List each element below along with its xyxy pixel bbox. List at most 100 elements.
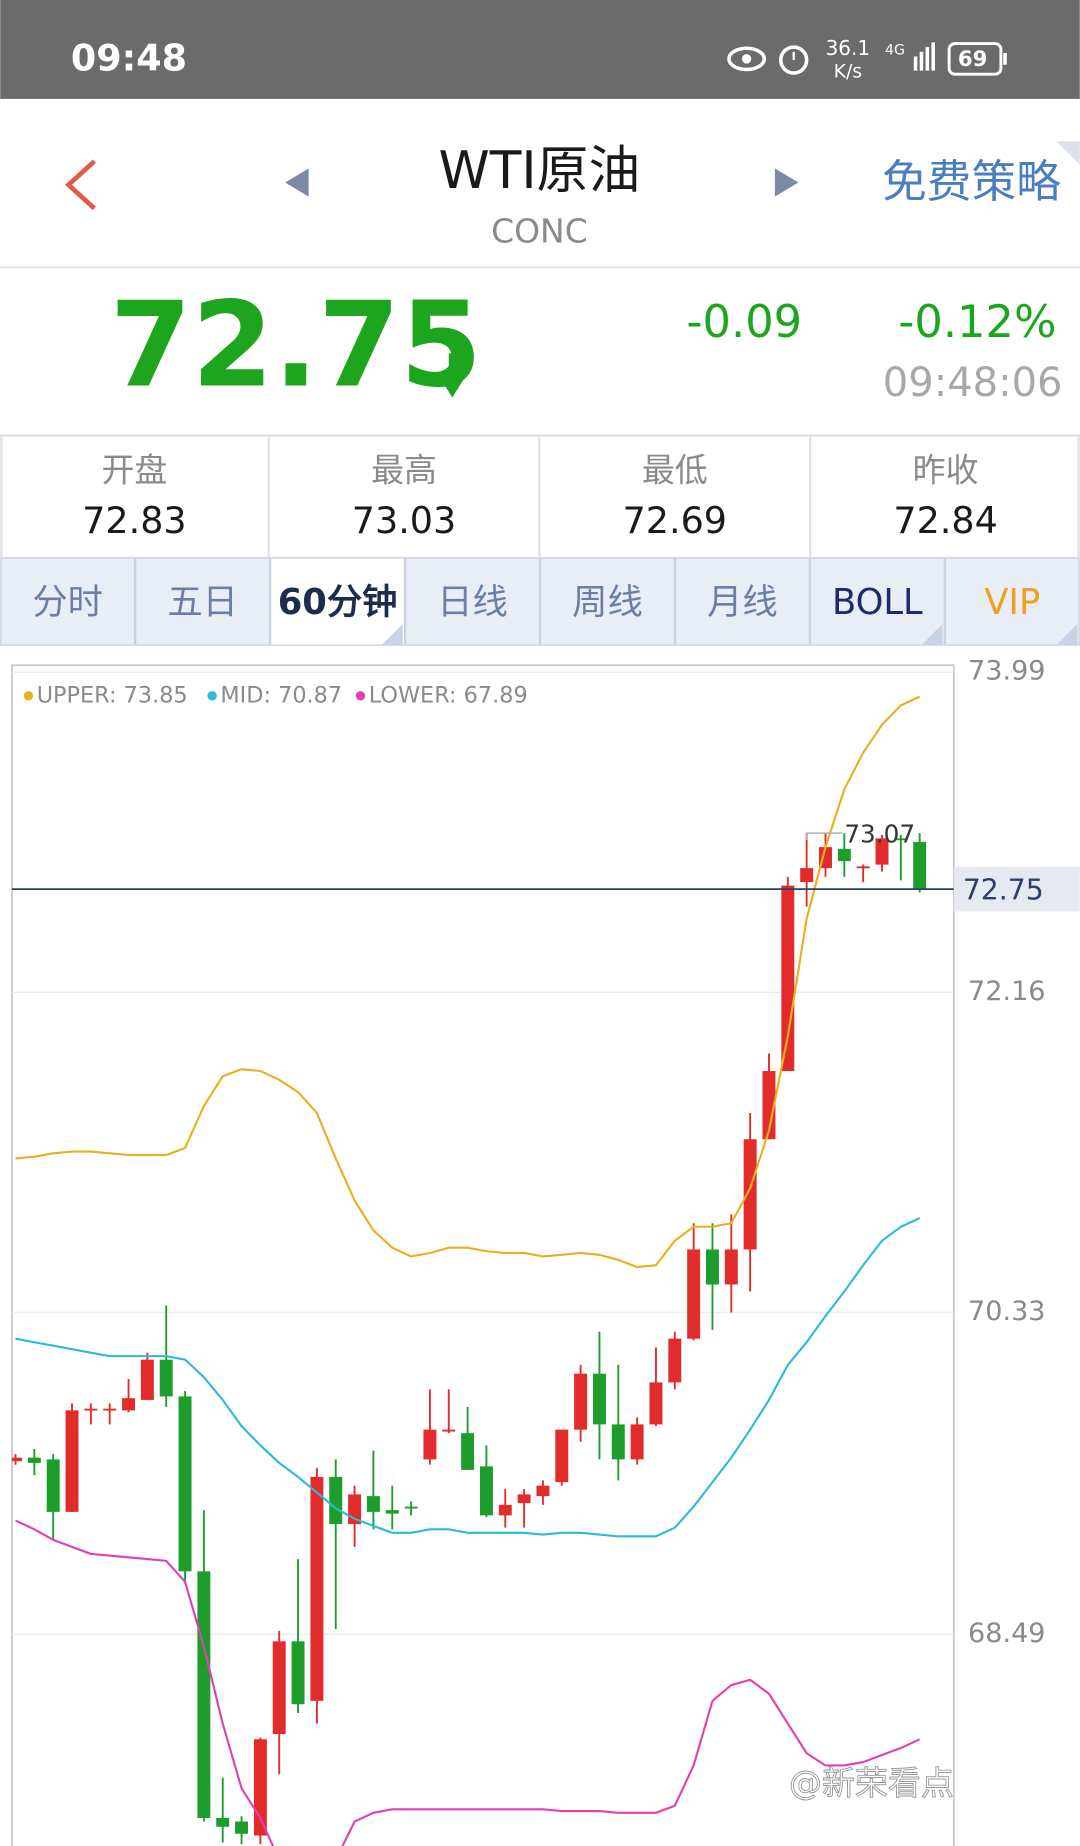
net-speed: 36.1	[826, 36, 871, 60]
quote-time: 09:48:06	[883, 360, 1063, 406]
back-button[interactable]	[64, 159, 96, 211]
network: 4G	[885, 43, 905, 59]
band-line	[15, 695, 921, 1269]
candle-body	[781, 885, 795, 1072]
candle-body	[724, 1249, 738, 1285]
tab[interactable]: 周线	[572, 582, 643, 623]
legend-label: LOWER: 67.89	[369, 682, 528, 708]
battery: 69	[958, 46, 988, 71]
tab[interactable]: BOLL	[832, 582, 923, 623]
candle-body	[178, 1396, 192, 1572]
tab-bg[interactable]	[0, 557, 136, 646]
candle-body	[291, 1641, 305, 1705]
candle-body	[366, 1496, 380, 1512]
candle-body	[611, 1424, 625, 1460]
candle-body	[687, 1249, 701, 1339]
clock: 09:48	[71, 37, 187, 80]
candle-body	[649, 1382, 663, 1425]
candle-body	[913, 841, 927, 890]
candle-body	[216, 1818, 230, 1827]
candle-body	[197, 1571, 211, 1819]
candle-body	[536, 1485, 550, 1497]
candle-body	[479, 1466, 493, 1516]
next-button[interactable]	[774, 168, 799, 197]
legend-dot	[23, 691, 34, 701]
stat-value: 72.84	[893, 499, 997, 542]
candle-body	[837, 848, 851, 862]
change-pct: -0.12%	[898, 295, 1056, 348]
change: -0.09	[686, 295, 802, 348]
candle-body	[743, 1139, 757, 1250]
candle-body	[310, 1476, 324, 1701]
candle-body	[461, 1433, 475, 1470]
tab[interactable]: 日线	[437, 582, 508, 623]
candle-body	[385, 1510, 399, 1514]
code: CONC	[491, 212, 588, 251]
last-price: 72.75	[110, 276, 482, 413]
tab[interactable]: VIP	[984, 582, 1040, 623]
candle-body	[140, 1359, 154, 1400]
band-line	[15, 1519, 921, 1846]
tab-bg[interactable]	[540, 557, 675, 646]
candle-body	[159, 1359, 173, 1397]
candle-body	[800, 868, 814, 883]
prev-button[interactable]	[285, 168, 309, 197]
plot-area	[11, 671, 954, 1846]
candle-body	[84, 1408, 98, 1411]
y-tick-label: 68.49	[968, 1618, 1045, 1649]
watermark: @新荣看点	[789, 1763, 954, 1802]
corner	[1056, 141, 1080, 165]
stat-label: 开盘	[101, 451, 167, 490]
legend-dot	[207, 691, 217, 701]
candle-body	[46, 1459, 60, 1512]
stat-value: 72.69	[623, 499, 727, 542]
legend-dot	[355, 691, 366, 701]
high-marker	[805, 832, 842, 841]
candle-body	[574, 1373, 588, 1430]
candle-body	[65, 1410, 79, 1512]
candle-body	[762, 1071, 776, 1140]
y-tick-label: 73.99	[968, 656, 1045, 687]
y-tick-label: 70.33	[968, 1296, 1045, 1327]
candle-body	[103, 1408, 117, 1411]
tab-corner	[381, 623, 403, 646]
candle-body	[498, 1504, 512, 1516]
tab-bg[interactable]	[674, 557, 810, 646]
tab-bg[interactable]	[270, 557, 406, 646]
candle-body	[329, 1476, 343, 1525]
tab-bg[interactable]	[405, 557, 541, 646]
band-line	[15, 1217, 921, 1538]
candle-body	[423, 1429, 437, 1460]
title: WTI原油	[439, 141, 641, 201]
tab[interactable]: 月线	[707, 582, 778, 623]
y-tick-label: 72.16	[968, 976, 1045, 1007]
tab[interactable]: 分时	[32, 582, 103, 623]
tab[interactable]: 五日	[167, 582, 238, 623]
candle-body	[442, 1429, 456, 1432]
candle-body	[592, 1373, 606, 1425]
candle-body	[555, 1429, 569, 1483]
legend-label: MID: 70.87	[220, 682, 342, 708]
candle-body	[668, 1338, 682, 1383]
y-axis: 73.99 72.16 70.33 68.49	[968, 656, 1045, 1649]
price-tag	[953, 866, 1080, 912]
down-arrow	[437, 353, 468, 398]
candle-body	[404, 1506, 418, 1509]
candle-body	[253, 1739, 267, 1836]
tab-bg[interactable]	[135, 557, 271, 646]
tab-bg[interactable]	[944, 557, 1080, 646]
status-bar	[0, 0, 1080, 99]
price-tag-label: 72.75	[963, 873, 1044, 906]
stat-value: 72.83	[82, 499, 186, 542]
free-strategy[interactable]: 免费策略	[882, 155, 1061, 208]
candle-body	[235, 1821, 249, 1834]
chart-frame	[11, 664, 955, 1846]
tab-bg[interactable]	[809, 557, 945, 646]
candle-body	[272, 1641, 286, 1735]
status-icons	[727, 42, 1007, 76]
tab[interactable]: 60分钟	[278, 582, 398, 623]
stat-value: 73.03	[352, 499, 456, 542]
candle-body	[875, 838, 889, 865]
